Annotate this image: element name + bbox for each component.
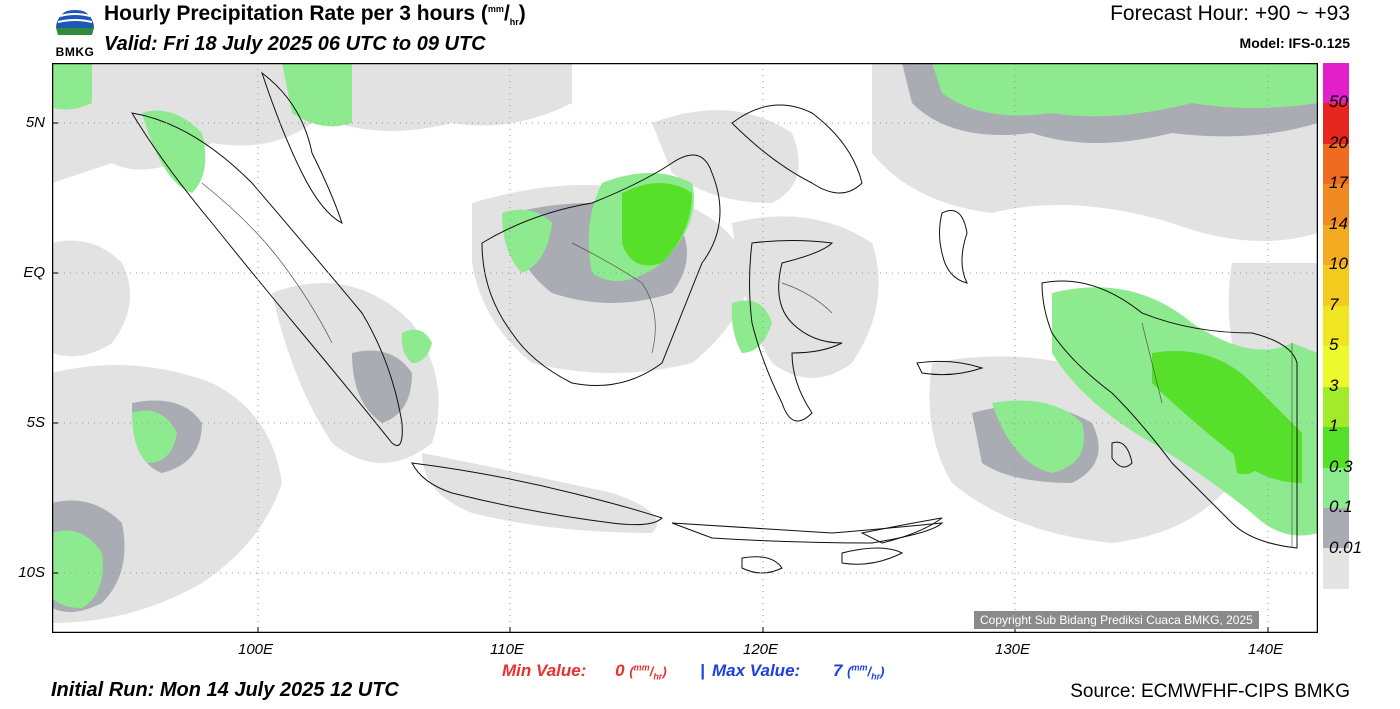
graticule — [52, 63, 1318, 633]
valid-time: Valid: Fri 18 July 2025 06 UTC to 09 UTC — [104, 33, 486, 55]
map-frame — [52, 63, 1318, 633]
max-label: Max Value: — [712, 661, 801, 680]
data-source: Source: ECMWFHF-CIPS BMKG — [1070, 681, 1350, 702]
min-value-group: Min Value: 0 (mm/hr) — [502, 661, 667, 682]
title-unit-den: hr — [509, 17, 519, 28]
bmkg-logo: BMKG — [52, 2, 98, 60]
colorbar-tick-label: 0.01 — [1329, 537, 1363, 557]
title-unit-num: mm — [487, 4, 504, 14]
colorbar-segment — [1323, 346, 1349, 387]
max-unit: (mm/hr) — [847, 662, 885, 682]
title-text: Hourly Precipitation Rate per 3 hours — [104, 2, 476, 25]
colorbar-segment — [1323, 184, 1349, 225]
lon-label-110e: 110E — [490, 641, 524, 658]
colorbar-tick-label: 7 — [1329, 294, 1339, 314]
colorbar-segment — [1323, 143, 1349, 185]
colorbar-segment — [1323, 63, 1349, 104]
colorbar-segment — [1323, 265, 1349, 306]
lon-label-120e: 120E — [743, 641, 779, 658]
colorbar-tick-label: 1 — [1329, 416, 1339, 436]
min-unit: (mm/hr) — [629, 662, 667, 682]
forecast-hour: Forecast Hour: +90 ~ +93 — [1110, 2, 1350, 25]
colorbar-tick-label: 14 — [1329, 213, 1348, 233]
colorbar-labels: 50 20 17 14 10 7 5 3 1 0.3 0.1 0.01 — [1329, 63, 1399, 608]
lat-label-10s: 10S — [18, 564, 45, 581]
colorbar-segment — [1323, 224, 1349, 266]
colorbar-segment — [1323, 548, 1349, 589]
logo-text: BMKG — [55, 45, 95, 59]
colorbar — [1323, 63, 1349, 589]
colorbar-segment — [1323, 305, 1349, 347]
max-value-group: Max Value: 7 (mm/hr) — [712, 661, 884, 682]
colorbar-tick-label: 5 — [1329, 335, 1339, 355]
precipitation-map — [52, 63, 1318, 633]
colorbar-tick-label: 3 — [1329, 375, 1339, 395]
value-separator: | — [700, 661, 705, 680]
initial-run: Initial Run: Mon 14 July 2025 12 UTC — [51, 679, 399, 701]
lon-label-140e: 140E — [1248, 641, 1284, 658]
rain-area-green — [622, 183, 1302, 483]
colorbar-tick-label: 10 — [1329, 254, 1348, 274]
colorbar-segment — [1323, 386, 1349, 428]
colorbar-tick-label: 17 — [1329, 173, 1348, 193]
coastlines — [131, 71, 1298, 574]
min-value: 0 — [615, 661, 625, 680]
lat-label-5s: 5S — [26, 414, 45, 431]
province-borders — [201, 182, 1293, 548]
copyright-notice: Copyright Sub Bidang Prediksi Cuaca BMKG… — [974, 611, 1259, 629]
max-value: 7 — [832, 661, 843, 680]
model-name: Model: IFS-0.125 — [1239, 35, 1350, 51]
lon-label-130e: 130E — [995, 641, 1031, 658]
colorbar-tick-label: 0.1 — [1329, 497, 1353, 517]
colorbar-tick-label: 0.3 — [1329, 456, 1353, 476]
colorbar-segment — [1323, 467, 1349, 508]
min-label: Min Value: — [502, 661, 587, 680]
lon-label-100e: 100E — [238, 641, 274, 658]
colorbar-segment — [1323, 427, 1349, 468]
lat-label-eq: EQ — [23, 264, 45, 281]
map-title: Hourly Precipitation Rate per 3 hours (m… — [104, 2, 526, 28]
colorbar-segment — [1323, 103, 1349, 144]
lat-label-5n: 5N — [25, 114, 45, 131]
colorbar-tick-label: 20 — [1329, 132, 1348, 152]
colorbar-segment — [1323, 507, 1349, 549]
colorbar-tick-label: 50 — [1329, 92, 1348, 112]
